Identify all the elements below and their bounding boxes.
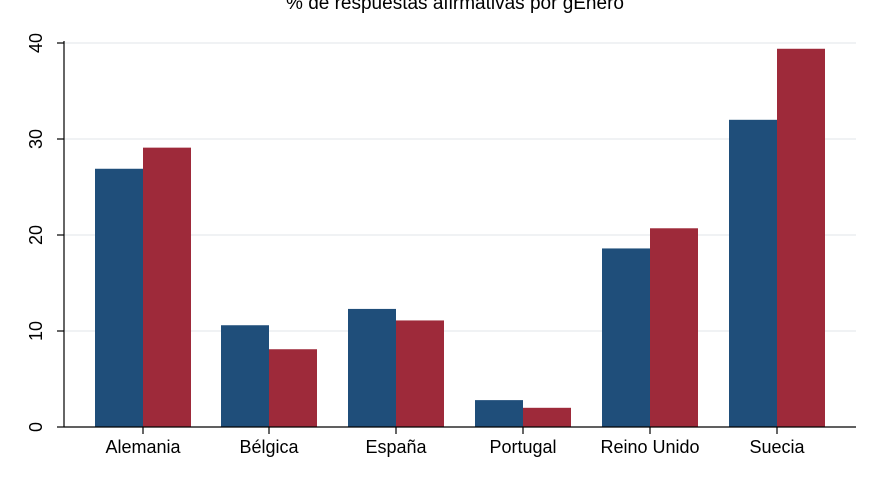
bar-alemania-series-1 (95, 168, 143, 427)
y-axis-ticks: 0 10 20 30 40 (26, 33, 64, 432)
bar-reino-unido-series-1 (602, 248, 650, 427)
bar-españa-series-2 (396, 320, 444, 427)
x-tick-label-portugal: Portugal (489, 437, 556, 457)
x-tick-label-reino-unido: Reino Unido (600, 437, 699, 457)
x-tick-label-bélgica: Bélgica (239, 437, 299, 457)
bar-portugal-series-2 (523, 407, 571, 427)
axes (63, 41, 856, 428)
bar-suecia-series-2 (777, 48, 825, 427)
y-tick-label-10: 10 (26, 321, 46, 341)
y-tick-label-40: 40 (26, 33, 46, 53)
bar-españa-series-1 (348, 308, 396, 427)
bar-reino-unido-series-2 (650, 228, 698, 427)
x-tick-label-alemania: Alemania (105, 437, 181, 457)
bar-alemania-series-2 (143, 147, 191, 427)
y-tick-label-20: 20 (26, 225, 46, 245)
x-tick-label-suecia: Suecia (749, 437, 805, 457)
bar-suecia-series-1 (729, 119, 777, 428)
x-axis-ticks: Alemania Bélgica España Portugal Reino Unido… (105, 427, 806, 457)
bar-bélgica-series-1 (221, 325, 269, 427)
x-tick-label-españa: España (365, 437, 427, 457)
bars (95, 48, 825, 428)
y-tick-label-0: 0 (26, 422, 46, 432)
bar-portugal-series-1 (475, 400, 523, 427)
grid-lines (64, 42, 856, 332)
chart-title: % de respuestas afirmativas por gEnero (286, 0, 624, 14)
bar-bélgica-series-2 (269, 349, 317, 427)
y-tick-label-30: 30 (26, 129, 46, 149)
